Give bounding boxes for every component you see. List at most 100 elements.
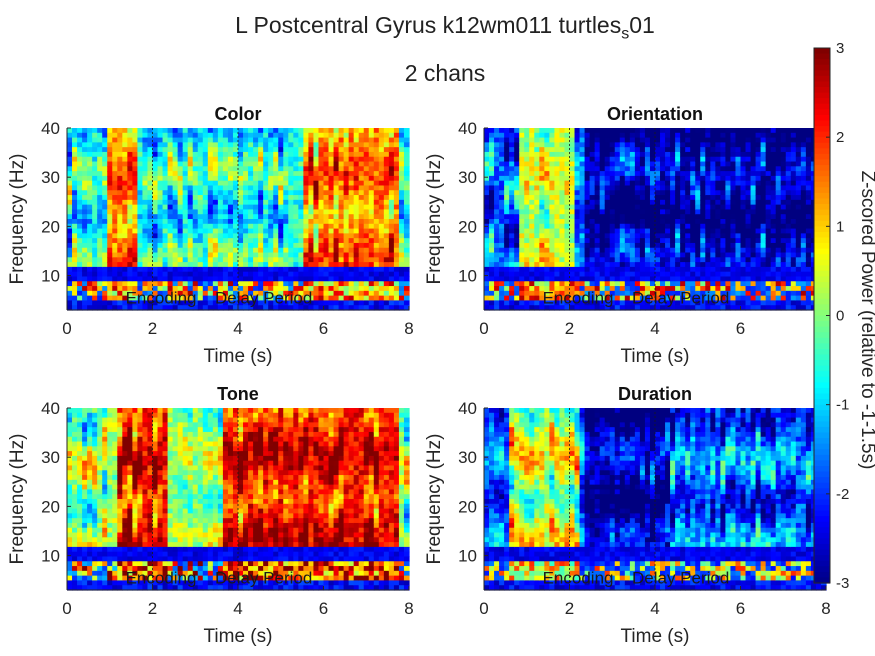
heatmap-cell bbox=[765, 233, 772, 239]
heatmap-cell bbox=[87, 199, 93, 206]
heatmap-cell bbox=[484, 247, 490, 254]
heatmap-cell bbox=[790, 262, 797, 268]
heatmap-cell bbox=[273, 233, 279, 239]
heatmap-cell bbox=[258, 290, 264, 297]
heatmap-cell bbox=[685, 199, 691, 206]
heatmap-cell bbox=[157, 271, 164, 278]
heatmap-cell bbox=[378, 209, 385, 215]
heatmap-cell bbox=[338, 247, 345, 254]
heatmap-cell bbox=[263, 171, 269, 177]
heatmap-cell bbox=[112, 128, 118, 134]
heatmap-cell bbox=[790, 300, 797, 306]
heatmap-cell bbox=[162, 209, 169, 215]
heatmap-cell bbox=[162, 166, 169, 172]
heatmap-cell bbox=[685, 180, 691, 187]
heatmap-cell bbox=[363, 286, 370, 292]
heatmap-cell bbox=[227, 271, 234, 278]
heatmap-cell bbox=[72, 132, 78, 139]
heatmap-cell bbox=[549, 190, 556, 196]
heatmap-cell bbox=[790, 290, 797, 297]
heatmap-cell bbox=[574, 305, 581, 311]
heatmap-cell bbox=[534, 300, 540, 306]
heatmap-cell bbox=[313, 185, 320, 191]
heatmap-cell bbox=[715, 204, 721, 211]
heatmap-cell bbox=[87, 204, 93, 211]
heatmap-cell bbox=[705, 137, 711, 143]
heatmap-cell bbox=[167, 142, 174, 148]
heatmap-cell bbox=[318, 281, 325, 287]
heatmap-cell bbox=[529, 132, 535, 139]
heatmap-cell bbox=[368, 219, 375, 225]
heatmap-cell bbox=[383, 276, 390, 282]
heatmap-cell bbox=[755, 180, 762, 187]
heatmap-cell bbox=[207, 286, 214, 292]
heatmap-cell bbox=[343, 242, 350, 249]
heatmap-cell bbox=[177, 161, 184, 167]
heatmap-cell bbox=[499, 209, 505, 215]
heatmap-cell bbox=[489, 199, 495, 206]
heatmap-cell bbox=[760, 223, 767, 230]
heatmap-cell bbox=[107, 128, 113, 134]
heatmap-cell bbox=[132, 219, 139, 225]
heatmap-cell bbox=[549, 171, 556, 177]
heatmap-cell bbox=[328, 305, 335, 311]
heatmap-cell bbox=[403, 151, 410, 158]
heatmap-cell bbox=[187, 185, 194, 191]
heatmap-cell bbox=[735, 142, 742, 148]
heatmap-cell bbox=[634, 286, 641, 292]
heatmap-cell bbox=[619, 290, 626, 297]
heatmap-cell bbox=[629, 142, 636, 148]
heatmap-cell bbox=[649, 185, 656, 191]
heatmap-cell bbox=[569, 147, 576, 153]
heatmap-cell bbox=[263, 142, 269, 148]
heatmap-cell bbox=[775, 132, 782, 139]
heatmap-cell bbox=[92, 137, 98, 143]
heatmap-cell bbox=[77, 233, 83, 239]
heatmap-cell bbox=[403, 190, 410, 196]
heatmap-cell bbox=[227, 132, 234, 139]
heatmap-cell bbox=[589, 295, 596, 302]
heatmap-cell bbox=[755, 195, 762, 201]
heatmap-cell bbox=[343, 147, 350, 153]
heatmap-cell bbox=[604, 252, 611, 258]
heatmap-cell bbox=[283, 204, 289, 211]
heatmap-cell bbox=[283, 166, 289, 172]
heatmap-cell bbox=[258, 190, 264, 196]
heatmap-cell bbox=[373, 223, 380, 230]
heatmap-cell bbox=[172, 286, 179, 292]
heatmap-cell bbox=[313, 228, 320, 234]
heatmap-cell bbox=[755, 223, 762, 230]
heatmap-cell bbox=[660, 247, 666, 254]
heatmap-cell bbox=[107, 190, 113, 196]
heatmap-cell bbox=[283, 199, 289, 206]
heatmap-cell bbox=[589, 286, 596, 292]
heatmap-cell bbox=[665, 147, 671, 153]
heatmap-cell bbox=[710, 233, 716, 239]
heatmap-cell bbox=[358, 242, 365, 249]
heatmap-cell bbox=[152, 219, 159, 225]
heatmap-cell bbox=[222, 290, 229, 297]
heatmap-cell bbox=[624, 300, 631, 306]
heatmap-cell bbox=[288, 238, 294, 244]
heatmap-cell bbox=[624, 281, 631, 287]
heatmap-cell bbox=[162, 132, 169, 139]
heatmap-cell bbox=[353, 276, 360, 282]
heatmap-cell bbox=[670, 271, 676, 278]
heatmap-cell bbox=[750, 233, 757, 239]
heatmap-cell bbox=[634, 195, 641, 201]
heatmap-cell bbox=[504, 137, 510, 143]
heatmap-cell bbox=[574, 166, 581, 172]
heatmap-cell bbox=[685, 171, 691, 177]
heatmap-cell bbox=[373, 171, 380, 177]
heatmap-cell bbox=[494, 257, 500, 263]
heatmap-cell bbox=[549, 262, 556, 268]
heatmap-cell bbox=[383, 300, 390, 306]
heatmap-cell bbox=[373, 151, 380, 158]
heatmap-cell bbox=[338, 271, 345, 278]
heatmap-cell bbox=[760, 195, 767, 201]
heatmap-cell bbox=[695, 257, 701, 263]
heatmap-cell bbox=[142, 156, 149, 163]
heatmap-cell bbox=[619, 180, 626, 187]
heatmap-cell bbox=[243, 180, 249, 187]
heatmap-cell bbox=[594, 233, 601, 239]
